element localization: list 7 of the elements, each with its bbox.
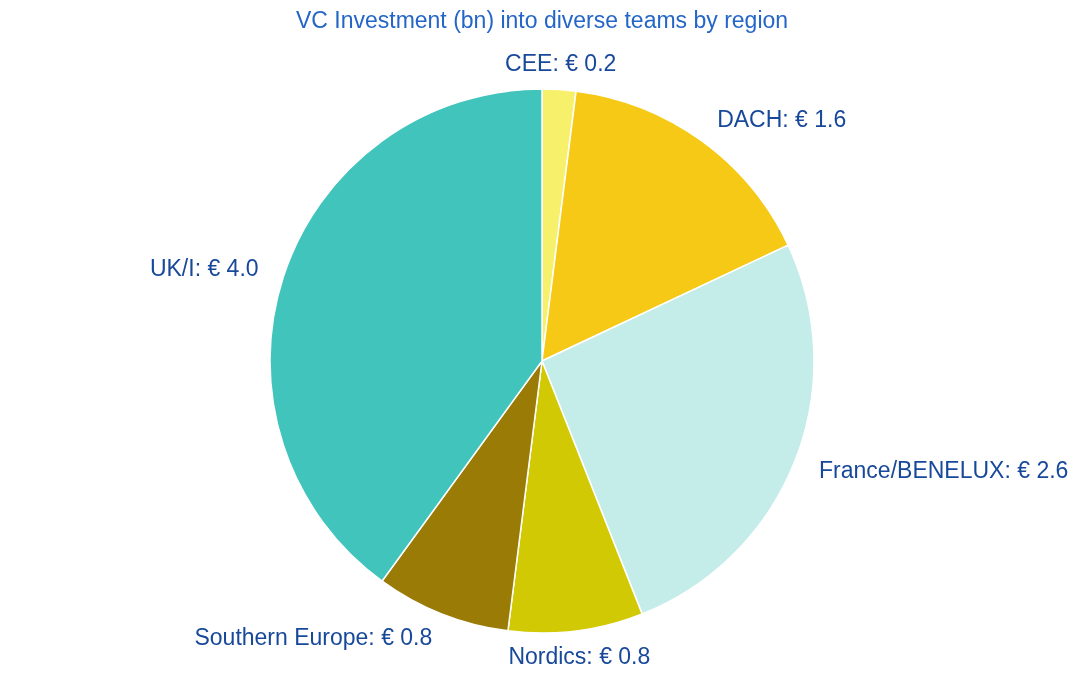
slice-label: DACH: € 1.6 (717, 105, 847, 132)
slice-label: France/BENELUX: € 2.6 (819, 456, 1069, 483)
slice-label: UK/I: € 4.0 (149, 254, 259, 281)
chart-title: VC Investment (bn) into diverse teams by region (295, 7, 789, 33)
slice-label: CEE: € 0.2 (505, 49, 617, 76)
slice-label: Southern Europe: € 0.8 (194, 624, 433, 651)
slice-label: Nordics: € 0.8 (508, 642, 651, 669)
